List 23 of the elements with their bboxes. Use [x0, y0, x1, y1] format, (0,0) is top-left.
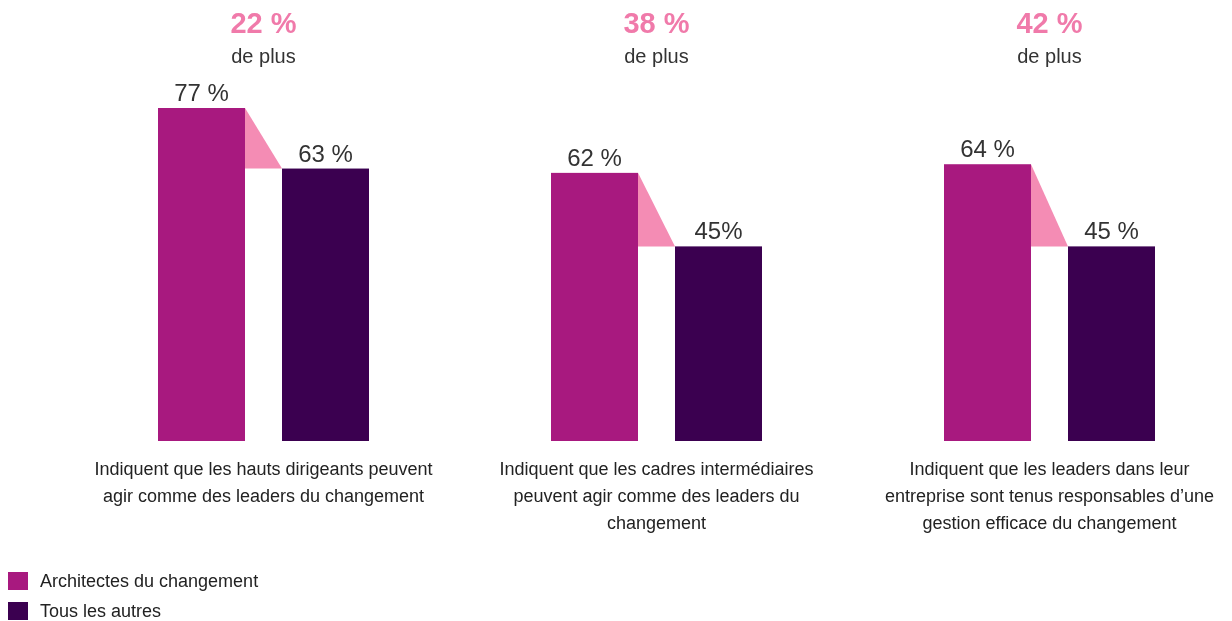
text: 42 % [1016, 7, 1083, 39]
text: 38 % [623, 7, 690, 39]
bar [675, 246, 762, 441]
bar [551, 172, 638, 441]
legend-label: Architectes du changement [40, 571, 259, 591]
bar [944, 164, 1031, 441]
data-label: 45 % [1084, 217, 1139, 245]
text: 22 % [230, 7, 297, 39]
x-tick-label: Indiquent que les cadres intermédiaires peuvent agir comme des leaders du changement [499, 459, 814, 533]
data-label: 64 % [960, 135, 1015, 163]
text: de plus [1017, 45, 1082, 67]
bar [282, 168, 369, 441]
text: de plus [231, 45, 296, 67]
bar [158, 108, 245, 441]
legend-label: Tous les autres [40, 601, 162, 621]
x-tick-label: Indiquent que les leaders dans leur entreprise sont tenus responsables d’une gestion efficace du changement [884, 459, 1215, 533]
bar [1068, 246, 1155, 441]
data-label: 45% [694, 217, 743, 245]
text: de plus [624, 45, 689, 67]
x-tick-label: Indiquent que les hauts dirigeants peuvent agir comme des leaders du changement [94, 459, 433, 506]
data-label: 77 % [174, 79, 229, 106]
data-label: 63 % [298, 139, 353, 167]
data-label: 62 % [567, 143, 622, 171]
